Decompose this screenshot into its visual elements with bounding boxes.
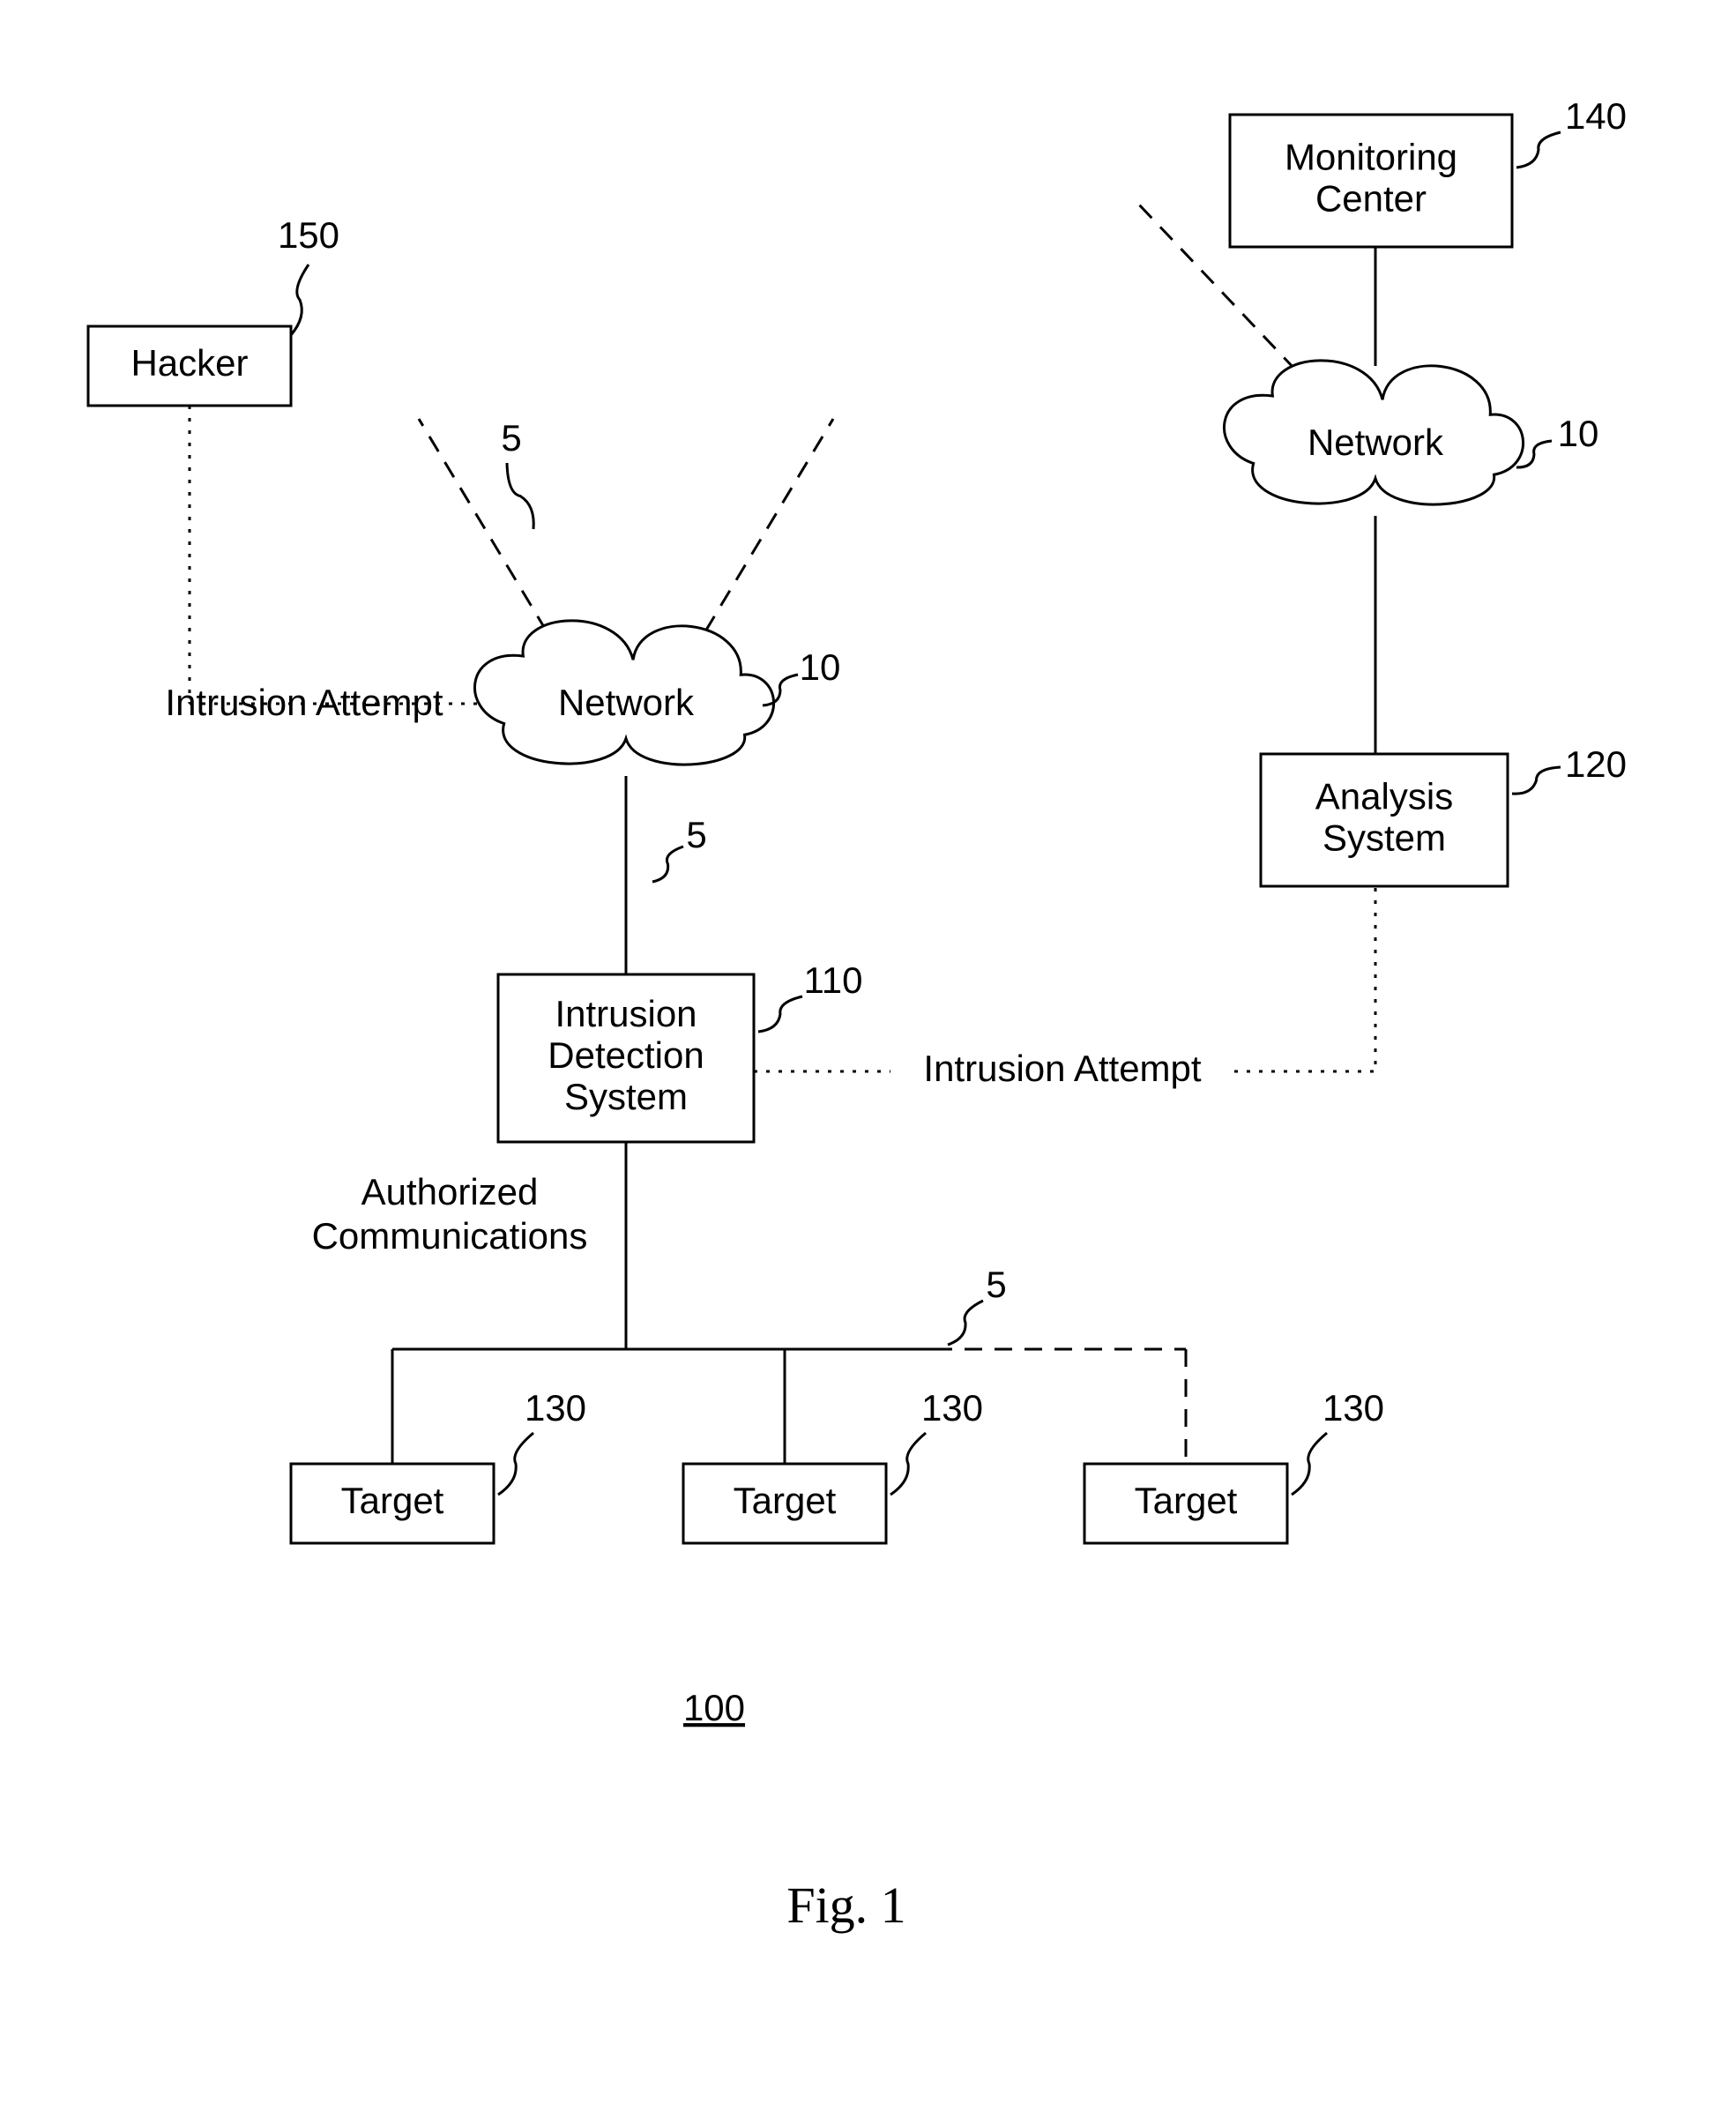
hacker-ref: 150 [278,214,339,256]
figure-caption: Fig. 1 [786,1876,905,1934]
edge-label-authorized2: Communications [312,1215,588,1257]
cloud2-ref: 10 [1558,413,1599,454]
edge [705,419,833,631]
ids-label: System [564,1076,688,1117]
target1-label: Target [341,1480,444,1521]
hacker-label: Hacker [130,342,248,384]
ids-ref: 110 [804,959,863,1001]
edge [1234,886,1375,1071]
cloud2-label: Network [1308,422,1444,463]
ref-five_b: 5 [686,814,706,855]
target3-ref: 130 [1322,1387,1384,1429]
edge-label-authorized1: Authorized [361,1171,539,1212]
cloud1-ref: 10 [800,646,841,688]
monitoring-leader [1516,132,1561,168]
target3-label: Target [1135,1480,1238,1521]
hacker-leader [291,265,309,335]
ids-label: Detection [548,1034,704,1076]
monitoring-ref: 140 [1565,95,1627,137]
target3-leader [1292,1433,1327,1495]
target1-ref: 130 [525,1387,586,1429]
ref-five_b-leader [652,847,683,882]
analysis-label: Analysis [1315,776,1453,817]
target2-label: Target [734,1480,837,1521]
ids-label: Intrusion [555,993,697,1034]
ref-five_c-leader [948,1301,983,1345]
ref-five_c: 5 [986,1264,1006,1305]
analysis-leader [1512,767,1561,794]
target2-ref: 130 [921,1387,983,1429]
edge-label-intrusion2: Intrusion Attempt [923,1048,1201,1089]
edge-label-intrusion1: Intrusion Attempt [165,682,443,723]
target2-leader [890,1433,926,1495]
figure-ref: 100 [683,1687,745,1728]
ref-five_a: 5 [501,417,521,459]
edge [419,419,547,631]
analysis-ref: 120 [1565,743,1627,785]
ids-leader [758,996,802,1032]
cloud1-label: Network [558,682,695,723]
analysis-label: System [1322,817,1446,859]
target1-leader [498,1433,533,1495]
monitoring-label: Monitoring [1285,137,1457,178]
monitoring-label: Center [1315,178,1427,220]
ref-five_a-leader [507,463,533,529]
